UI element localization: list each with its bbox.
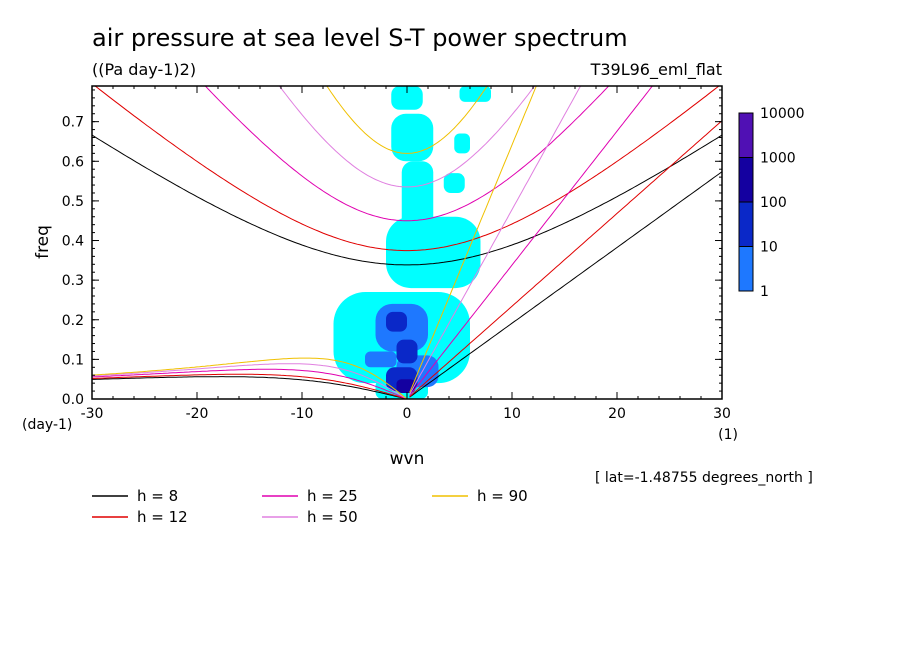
- legend-label-4: h = 90: [477, 487, 528, 505]
- curve-kelvin-1: [409, 120, 722, 398]
- colorbar-label-2: 100: [760, 195, 787, 211]
- spectrum-shading: [333, 86, 491, 399]
- shade-region-13: [396, 339, 418, 364]
- y-tick-label-0: 0.0: [62, 392, 84, 408]
- units-label: ((Pa day-1)2): [92, 60, 196, 79]
- legend: h = 8 h = 12 h = 25 h = 50 h = 90: [92, 487, 528, 526]
- axis-ticks: -30 -20 -10 0 10 20 30 0.0 0.1 0.2 0.3 0.4 0.5 0.6 0.7: [62, 86, 731, 422]
- y-tick-label-4: 0.4: [62, 234, 84, 250]
- shade-region-8: [443, 173, 465, 193]
- curve-rossby-2: [92, 368, 408, 399]
- y-tick-label-5: 0.5: [62, 194, 84, 210]
- curve-gravity-2: [204, 86, 610, 222]
- colorbar-label-0: 10000: [760, 106, 805, 122]
- shade-region-2: [401, 161, 434, 233]
- shade-region-1: [391, 113, 434, 162]
- shade-region-7: [454, 133, 470, 154]
- x-tick-label-0: -30: [81, 406, 104, 422]
- y-tick-label-1: 0.1: [62, 352, 84, 368]
- curve-gravity-1: [94, 86, 720, 252]
- curve-kelvin-4: [409, 86, 537, 393]
- shade-region-10: [365, 351, 397, 368]
- curve-kelvin-2: [409, 86, 654, 397]
- curve-kelvin-3: [409, 86, 582, 395]
- colorbar-segment-0: [738, 112, 754, 158]
- legend-label-1: h = 12: [137, 508, 188, 526]
- curve-rossby-4: [92, 357, 408, 399]
- curve-rossby-0: [92, 376, 408, 399]
- y-axis-title: freq: [33, 225, 53, 259]
- x-axis-title: wvn: [390, 449, 425, 469]
- colorbar-segment-3: [738, 246, 754, 292]
- x-unit-label: (1): [718, 427, 738, 443]
- curve-gravity-0: [92, 134, 722, 266]
- curve-rossby-3: [92, 363, 408, 399]
- legend-label-2: h = 25: [307, 487, 358, 505]
- y-unit-label: (day-1): [22, 417, 72, 433]
- shade-region-0: [391, 86, 423, 110]
- colorbar: 10000 1000 100 10 1: [738, 106, 805, 300]
- colorbar-label-3: 10: [760, 240, 778, 256]
- x-tick-label-1: -20: [186, 406, 209, 422]
- experiment-label: T39L96_eml_flat: [590, 60, 722, 80]
- curve-kelvin-0: [409, 171, 722, 398]
- legend-label-0: h = 8: [137, 487, 178, 505]
- y-tick-label-7: 0.7: [62, 115, 84, 131]
- y-tick-label-6: 0.6: [62, 154, 84, 170]
- curve-gravity-4: [326, 86, 488, 154]
- y-tick-label-3: 0.3: [62, 273, 84, 289]
- colorbar-segment-2: [738, 201, 754, 247]
- colorbar-label-4: 1: [760, 284, 769, 300]
- colorbar-label-1: 1000: [760, 151, 796, 167]
- shade-region-12: [386, 311, 407, 332]
- x-tick-label-3: 0: [403, 406, 412, 422]
- curve-gravity-3: [278, 86, 536, 188]
- shade-region-6: [459, 86, 491, 102]
- x-tick-label-5: 20: [608, 406, 626, 422]
- x-tick-label-2: -10: [291, 406, 314, 422]
- curve-rossby-1: [92, 373, 408, 399]
- shade-region-3: [386, 216, 481, 289]
- x-tick-label-6: 30: [713, 406, 731, 422]
- x-tick-label-4: 10: [503, 406, 521, 422]
- y-tick-label-2: 0.2: [62, 313, 84, 329]
- latitude-annotation: [ lat=-1.48755 degrees_north ]: [595, 470, 813, 486]
- legend-label-3: h = 50: [307, 508, 358, 526]
- chart-title: air pressure at sea level S-T power spec…: [92, 24, 628, 52]
- colorbar-segment-1: [738, 157, 754, 203]
- dispersion-curves: [92, 86, 722, 399]
